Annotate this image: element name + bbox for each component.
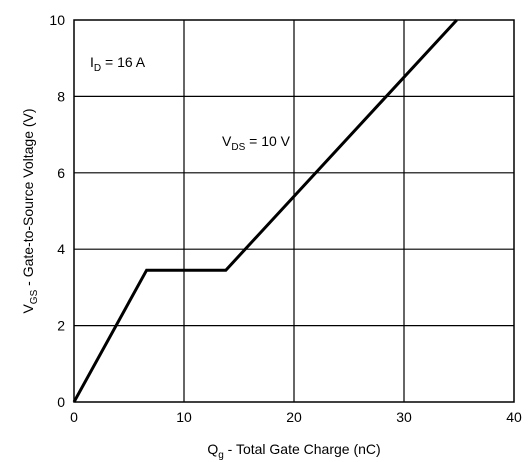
y-axis-label: VGS - Gate-to-Source Voltage (V) [20,108,40,313]
series [72,18,458,403]
plot-frame [73,19,515,403]
x-axis-label: Qg - Total Gate Charge (nC) [207,441,380,461]
annotation-vds: VDS = 10 V [222,133,291,153]
x-tick-label-0: 0 [70,409,78,425]
annotation-id: ID = 16 A [90,54,146,74]
grid [74,20,514,402]
x-tick-label-10: 10 [176,409,192,425]
y-tick-label-6: 6 [57,165,65,181]
y-tick-label-8: 8 [57,88,65,104]
x-tick-label-40: 40 [506,409,522,425]
x-tick-label-20: 20 [286,409,302,425]
y-tick-label-4: 4 [57,241,65,257]
tick-labels: 0 10 20 30 40 0 2 4 6 8 10 [49,12,522,425]
x-tick-label-30: 30 [396,409,412,425]
y-tick-label-10: 10 [49,12,65,28]
series-line-0 [72,18,458,403]
y-tick-label-0: 0 [57,394,65,410]
y-tick-label-2: 2 [57,318,65,334]
